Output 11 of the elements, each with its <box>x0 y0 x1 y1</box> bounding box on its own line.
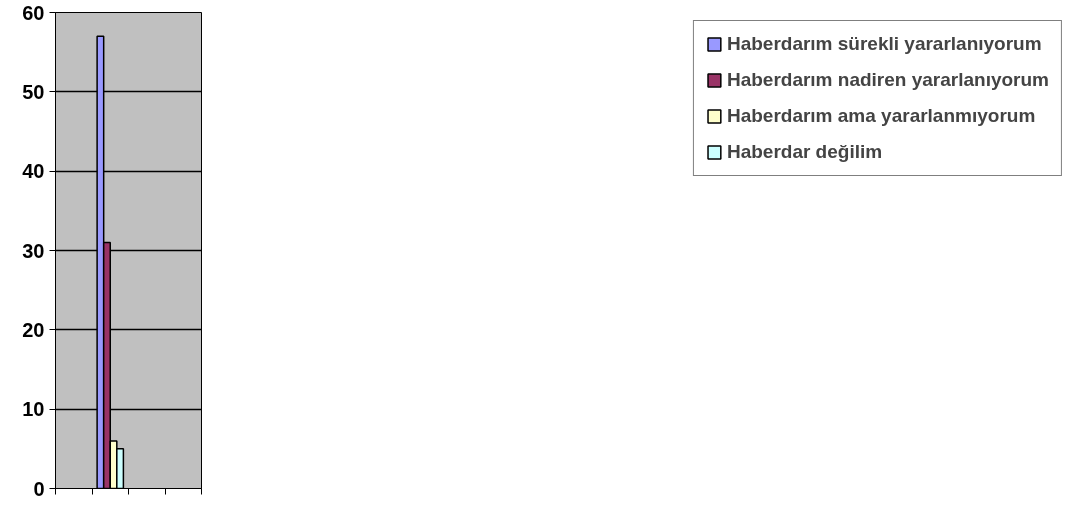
legend-label: Haberdarım sürekli yararlanıyorum <box>726 33 1042 55</box>
y-tick-label: 40 <box>22 160 45 183</box>
y-tick-label: 30 <box>22 239 45 262</box>
legend-label: Haberdarım nadiren yararlanıyorum <box>726 69 1049 91</box>
y-tick-label: 60 <box>22 1 45 24</box>
y-tick-label: 50 <box>22 80 45 103</box>
legend-label: Haberdarım ama yararlanmıyorum <box>726 105 1036 127</box>
y-tick-label: 0 <box>33 477 45 500</box>
y-tick-label: 20 <box>22 318 45 341</box>
y-tick-label: 10 <box>22 398 45 421</box>
legend-label: Haberdar değilim <box>726 141 883 163</box>
